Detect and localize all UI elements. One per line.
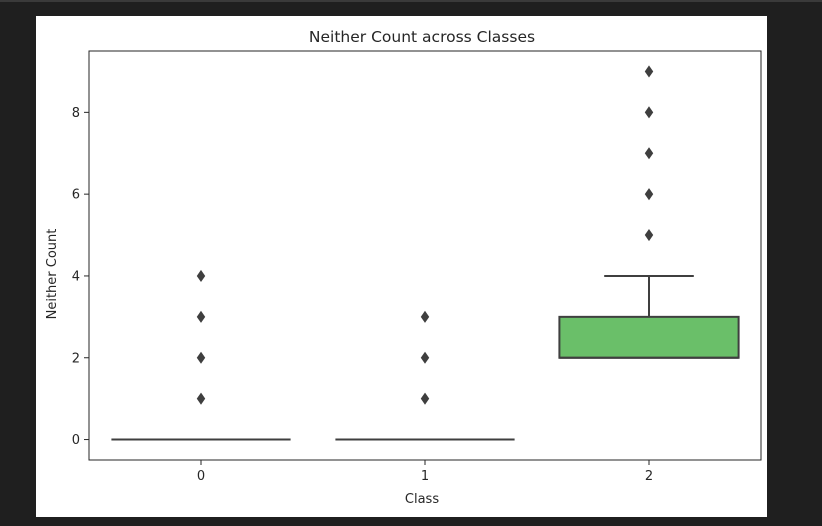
chart-figure: Neither Count across Classes Neither Cou… [36,16,767,517]
x-tick-label: 0 [197,469,205,484]
outlier-point [644,147,654,160]
y-tick-label: 8 [72,106,80,121]
y-axis-label: Neither Count [45,229,60,320]
box-class-1 [335,310,515,441]
box-class-2 [558,65,740,359]
x-axis-label: Class [405,492,439,507]
x-tick-label: 1 [421,469,429,484]
outlier-point [420,351,430,364]
box-plot-chart: Neither Count across Classes Neither Cou… [45,28,762,507]
box-iqr [558,315,740,359]
y-tick-label: 4 [72,269,80,284]
y-tick-label: 0 [72,433,80,448]
x-tick-label: 2 [645,469,653,484]
chart-title: Neither Count across Classes [309,28,535,46]
outlier-point [644,65,654,78]
y-tick-label: 2 [72,351,80,366]
outlier-point [196,351,206,364]
outlier-point [196,269,206,282]
outlier-point [644,106,654,119]
outlier-point [644,188,654,201]
outlier-point [420,392,430,405]
box-class-0 [111,269,291,441]
outlier-point [196,392,206,405]
y-tick-label: 6 [72,188,80,203]
outlier-point [420,310,430,323]
plot-area: 0 2 4 6 8 0 1 2 [72,50,762,484]
outlier-point [196,310,206,323]
window-top-border [0,0,822,2]
outlier-point [644,229,654,242]
